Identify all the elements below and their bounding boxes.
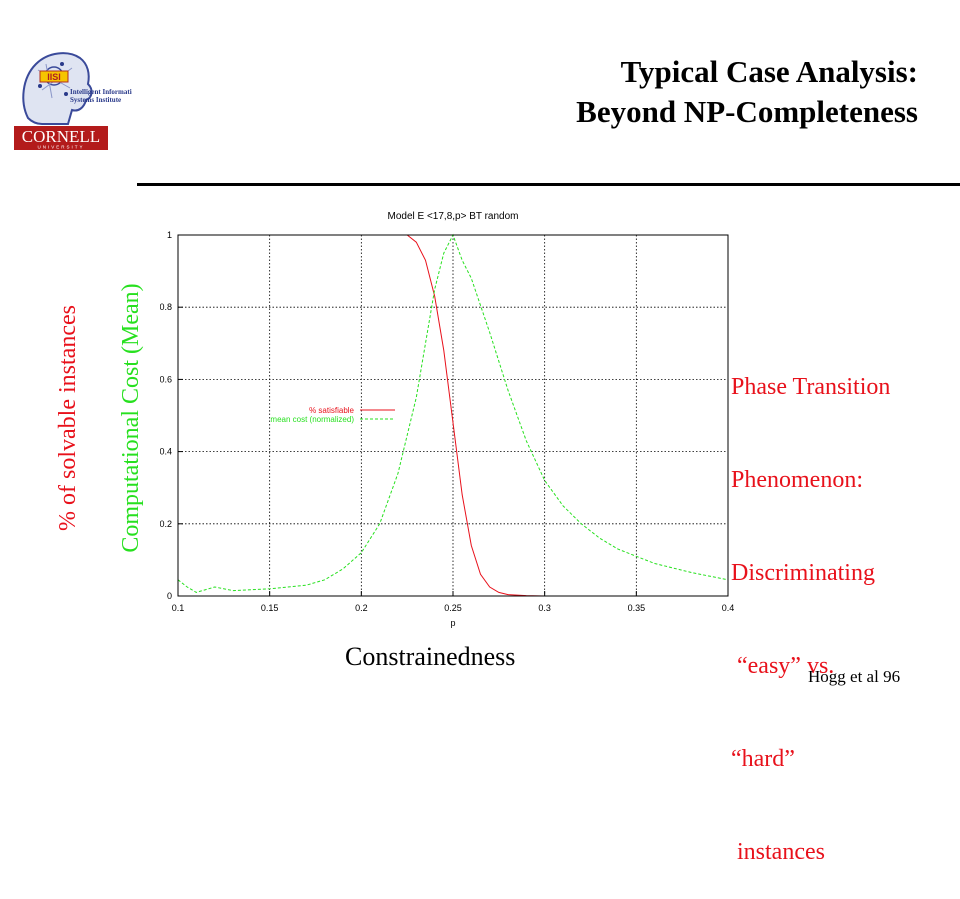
citation: Hogg et al 96 — [808, 667, 901, 686]
chart-x-axis-label: p — [450, 618, 455, 628]
x-axis-caption: Constrainedness — [345, 642, 516, 671]
chart-ticks: 0.1 0.15 0.2 0.25 0.3 0.35 0.4 0 0.2 0.4 0.6 0.8 1 — [160, 230, 734, 613]
y-tick-label: 0.6 — [160, 374, 172, 384]
series-mean-cost-line — [177, 233, 729, 593]
y-tick-label: 0.2 — [160, 519, 172, 529]
annotation-line-6: instances — [731, 839, 825, 865]
institute-logo: IISI Intelligent Information Systems Ins… — [12, 40, 139, 160]
annotation-line-5: “hard” — [731, 746, 795, 772]
chart-grid — [178, 235, 728, 596]
annotation-line-2: Phenomenon: — [731, 467, 863, 493]
y-tick-label: 0 — [167, 591, 172, 601]
annotation-line-1: Phase Transition — [731, 374, 891, 400]
x-tick-label: 0.3 — [538, 603, 551, 613]
cornell-wordmark: CORNELL — [22, 127, 100, 146]
y-axis-label-solvable: % of solvable instances — [55, 305, 81, 531]
logo-badge-text: IISI — [47, 72, 61, 82]
title-divider — [137, 183, 960, 186]
y-axis-label-cost: Computational Cost (Mean) — [118, 283, 144, 553]
brain-head-logo-icon: IISI Intelligent Information Systems Ins… — [14, 52, 139, 150]
y-tick-label: 0.4 — [160, 447, 172, 457]
y-tick-label: 1 — [167, 230, 172, 240]
x-tick-label: 0.1 — [172, 603, 185, 613]
x-tick-label: 0.4 — [722, 603, 735, 613]
slide-title-line-1: Typical Case Analysis: — [620, 54, 918, 89]
legend-label: % satisfiable — [309, 406, 354, 415]
phase-transition-chart: 0.1 0.15 0.2 0.25 0.3 0.35 0.4 0 0.2 0.4 0.6 0.8 1 M… — [160, 211, 734, 628]
cornell-subtext: UNIVERSITY — [37, 145, 84, 150]
annotation-line-4: “easy” vs. — [731, 653, 835, 679]
y-tick-label: 0.8 — [160, 302, 172, 312]
logo-institute-line-2: Systems Institute — [70, 96, 121, 104]
x-tick-label: 0.25 — [444, 603, 462, 613]
x-tick-label: 0.15 — [261, 603, 279, 613]
phase-transition-annotation: Phase Transition Phenomenon: Discriminat… — [731, 310, 890, 899]
annotation-line-3: Discriminating — [731, 560, 875, 586]
slide-title-line-2: Beyond NP-Completeness — [576, 94, 918, 129]
series-satisfiable-line — [178, 234, 728, 597]
chart-series — [177, 233, 729, 597]
legend-label: mean cost (normalized) — [270, 415, 354, 424]
chart-title: Model E <17,8,p> BT random — [387, 211, 518, 222]
slide-title: Typical Case Analysis: Beyond NP-Complet… — [576, 52, 918, 132]
x-tick-label: 0.35 — [628, 603, 646, 613]
plot-frame — [177, 234, 729, 597]
logo-institute-line-1: Intelligent Information — [70, 88, 132, 96]
x-tick-label: 0.2 — [355, 603, 368, 613]
